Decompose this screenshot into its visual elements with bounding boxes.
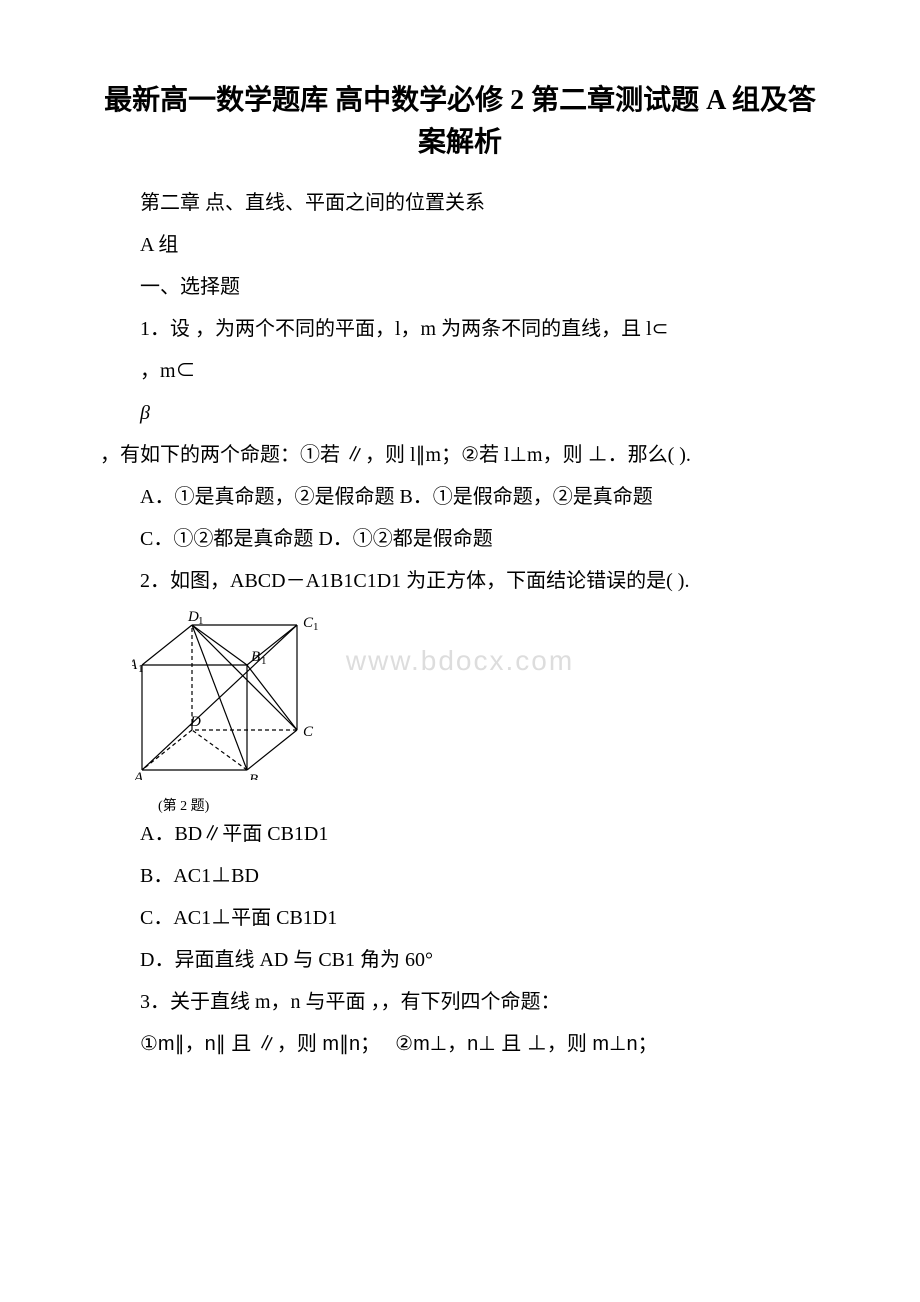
svg-text:D: D: [189, 714, 201, 730]
q1-options-ab: A．①是真命题，②是假命题 B．①是假命题，②是真命题: [100, 478, 820, 516]
q2-opt-b: B．AC1⊥BD: [100, 857, 820, 895]
q1-opt-c: C．①②都是真命题: [140, 528, 313, 550]
diagram-caption: (第 2 题): [128, 795, 820, 815]
svg-text:1: 1: [198, 615, 204, 627]
svg-text:B: B: [251, 649, 260, 665]
q1-opt-d: D．①②都是假命题: [318, 528, 492, 550]
q2-opt-a: A．BD∥平面 CB1D1: [100, 815, 820, 853]
q1-opt-b: B．①是假命题，②是真命题: [399, 486, 652, 508]
subtitle: 第二章 点、直线、平面之间的位置关系: [100, 184, 820, 222]
page-title: 最新高一数学题库 高中数学必修 2 第二章测试题 A 组及答案解析: [100, 80, 820, 164]
q2-opt-c: C．AC1⊥平面 CB1D1: [100, 899, 820, 937]
q3-prop-1: ①m∥，n∥ 且 ∥，则 m∥n；: [140, 1033, 380, 1055]
svg-text:1: 1: [138, 663, 144, 675]
svg-text:B: B: [249, 772, 258, 780]
cube-diagram: ABCDA1B1C1D1: [132, 610, 820, 785]
svg-text:1: 1: [261, 655, 267, 667]
cube-svg: ABCDA1B1C1D1: [132, 610, 327, 780]
q3-prop-2: ②m⊥，n⊥ 且 ⊥，则 m⊥n；: [395, 1033, 657, 1055]
q1-options-cd: C．①②都是真命题 D．①②都是假命题: [100, 520, 820, 558]
q1-opt-a: A．①是真命题，②是假命题: [140, 486, 394, 508]
q3-stem: 3．关于直线 m，n 与平面 ，，有下列四个命题：: [100, 983, 820, 1021]
svg-text:A: A: [133, 770, 144, 780]
group-label: A 组: [100, 226, 820, 264]
q2-stem: 2．如图，ABCD－A1B1C1D1 为正方体，下面结论错误的是( ).: [100, 562, 820, 600]
q2-opt-d: D．异面直线 AD 与 CB1 角为 60°: [100, 941, 820, 979]
q1-line2: ，m⊂: [100, 352, 820, 390]
q3-line: ①m∥，n∥ 且 ∥，则 m∥n； ②m⊥，n⊥ 且 ⊥，则 m⊥n；: [100, 1025, 820, 1063]
svg-text:C: C: [303, 724, 314, 740]
q1-line3: ，有如下的两个命题：①若 ∥，则 l∥m；②若 l⊥m，则 ⊥．那么( ).: [100, 436, 820, 474]
svg-text:1: 1: [313, 621, 319, 633]
q1-beta: β: [100, 394, 820, 432]
section-heading: 一、选择题: [100, 268, 820, 306]
q1-line1: 1．设 ，为两个不同的平面，l，m 为两条不同的直线，且 l⊂: [100, 310, 820, 348]
